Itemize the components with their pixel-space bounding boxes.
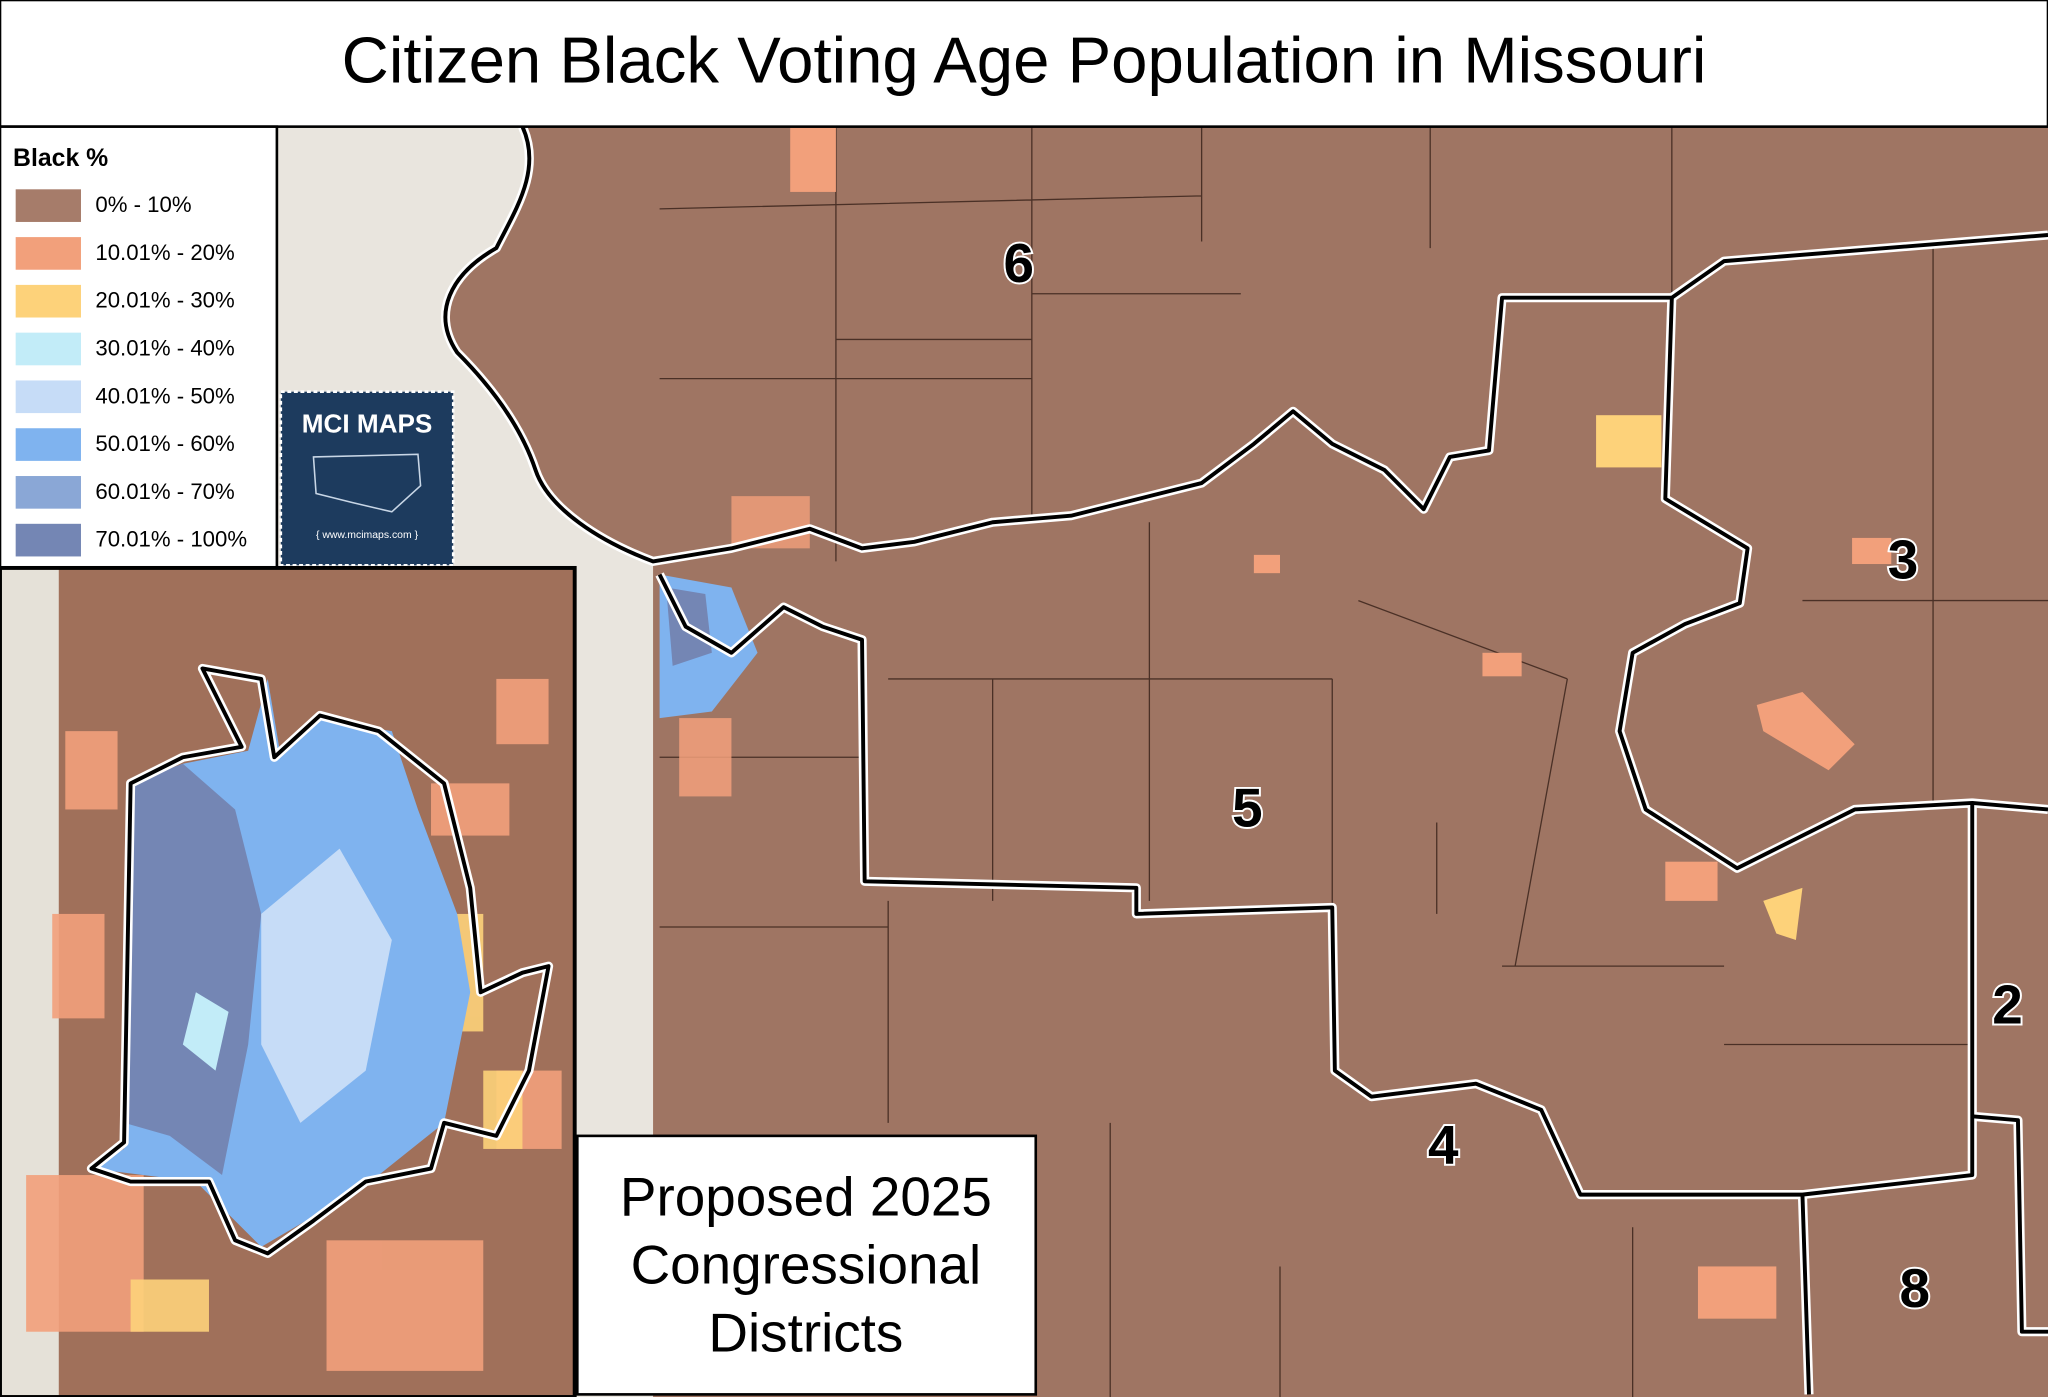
legend-swatch — [15, 237, 81, 270]
legend-swatch — [15, 332, 81, 366]
legend-label: 60.01% - 70% — [95, 479, 234, 504]
logo-url: { www.mcimaps.com } — [316, 530, 419, 541]
caption-line: Districts — [708, 1301, 903, 1363]
title-bar — [0, 0, 2048, 128]
legend-swatch — [15, 476, 81, 509]
legend-label: 30.01% - 40% — [95, 336, 234, 361]
caption-line: Congressional — [631, 1234, 982, 1296]
legend-swatch — [15, 523, 81, 557]
legend-swatch — [15, 189, 81, 222]
legend-title: Black % — [13, 145, 108, 172]
legend-label: 50.01% - 60% — [95, 431, 234, 456]
district-label: 2 — [1992, 974, 2023, 1036]
district-label: 4 — [1428, 1113, 1459, 1175]
legend-label: 0% - 10% — [95, 192, 191, 217]
district-boundaries — [440, 124, 2048, 1395]
district-label: 3 — [1888, 529, 1919, 591]
logo-map — [312, 453, 422, 513]
legend-swatch — [15, 428, 81, 461]
density-patches — [659, 126, 1892, 1319]
title: Citizen Black Voting Age Population in M… — [342, 24, 1707, 97]
logo — [279, 390, 455, 567]
district-label: 6 — [1004, 232, 1035, 294]
district-label: 5 — [1232, 777, 1263, 839]
caption-box — [575, 1134, 1038, 1396]
logo-name: MCI MAPS — [302, 409, 433, 439]
legend-label: 20.01% - 30% — [95, 288, 234, 313]
county-lines — [659, 126, 2048, 1397]
legend-label: 40.01% - 50% — [95, 383, 234, 408]
caption-line: Proposed 2025 — [620, 1166, 992, 1228]
legend-swatch — [15, 284, 81, 318]
inset — [0, 565, 577, 1397]
legend-items: 0% - 10% 10.01% - 20% 20.01% - 30% 30.01% -… — [15, 189, 247, 557]
legend-swatch — [15, 380, 81, 414]
legend-label: 10.01% - 20% — [95, 240, 234, 265]
district-labels: 6 5 3 2 4 8 — [1002, 230, 2025, 1321]
district-label: 8 — [1900, 1257, 1931, 1319]
legend-label: 70.01% - 100% — [95, 527, 247, 552]
